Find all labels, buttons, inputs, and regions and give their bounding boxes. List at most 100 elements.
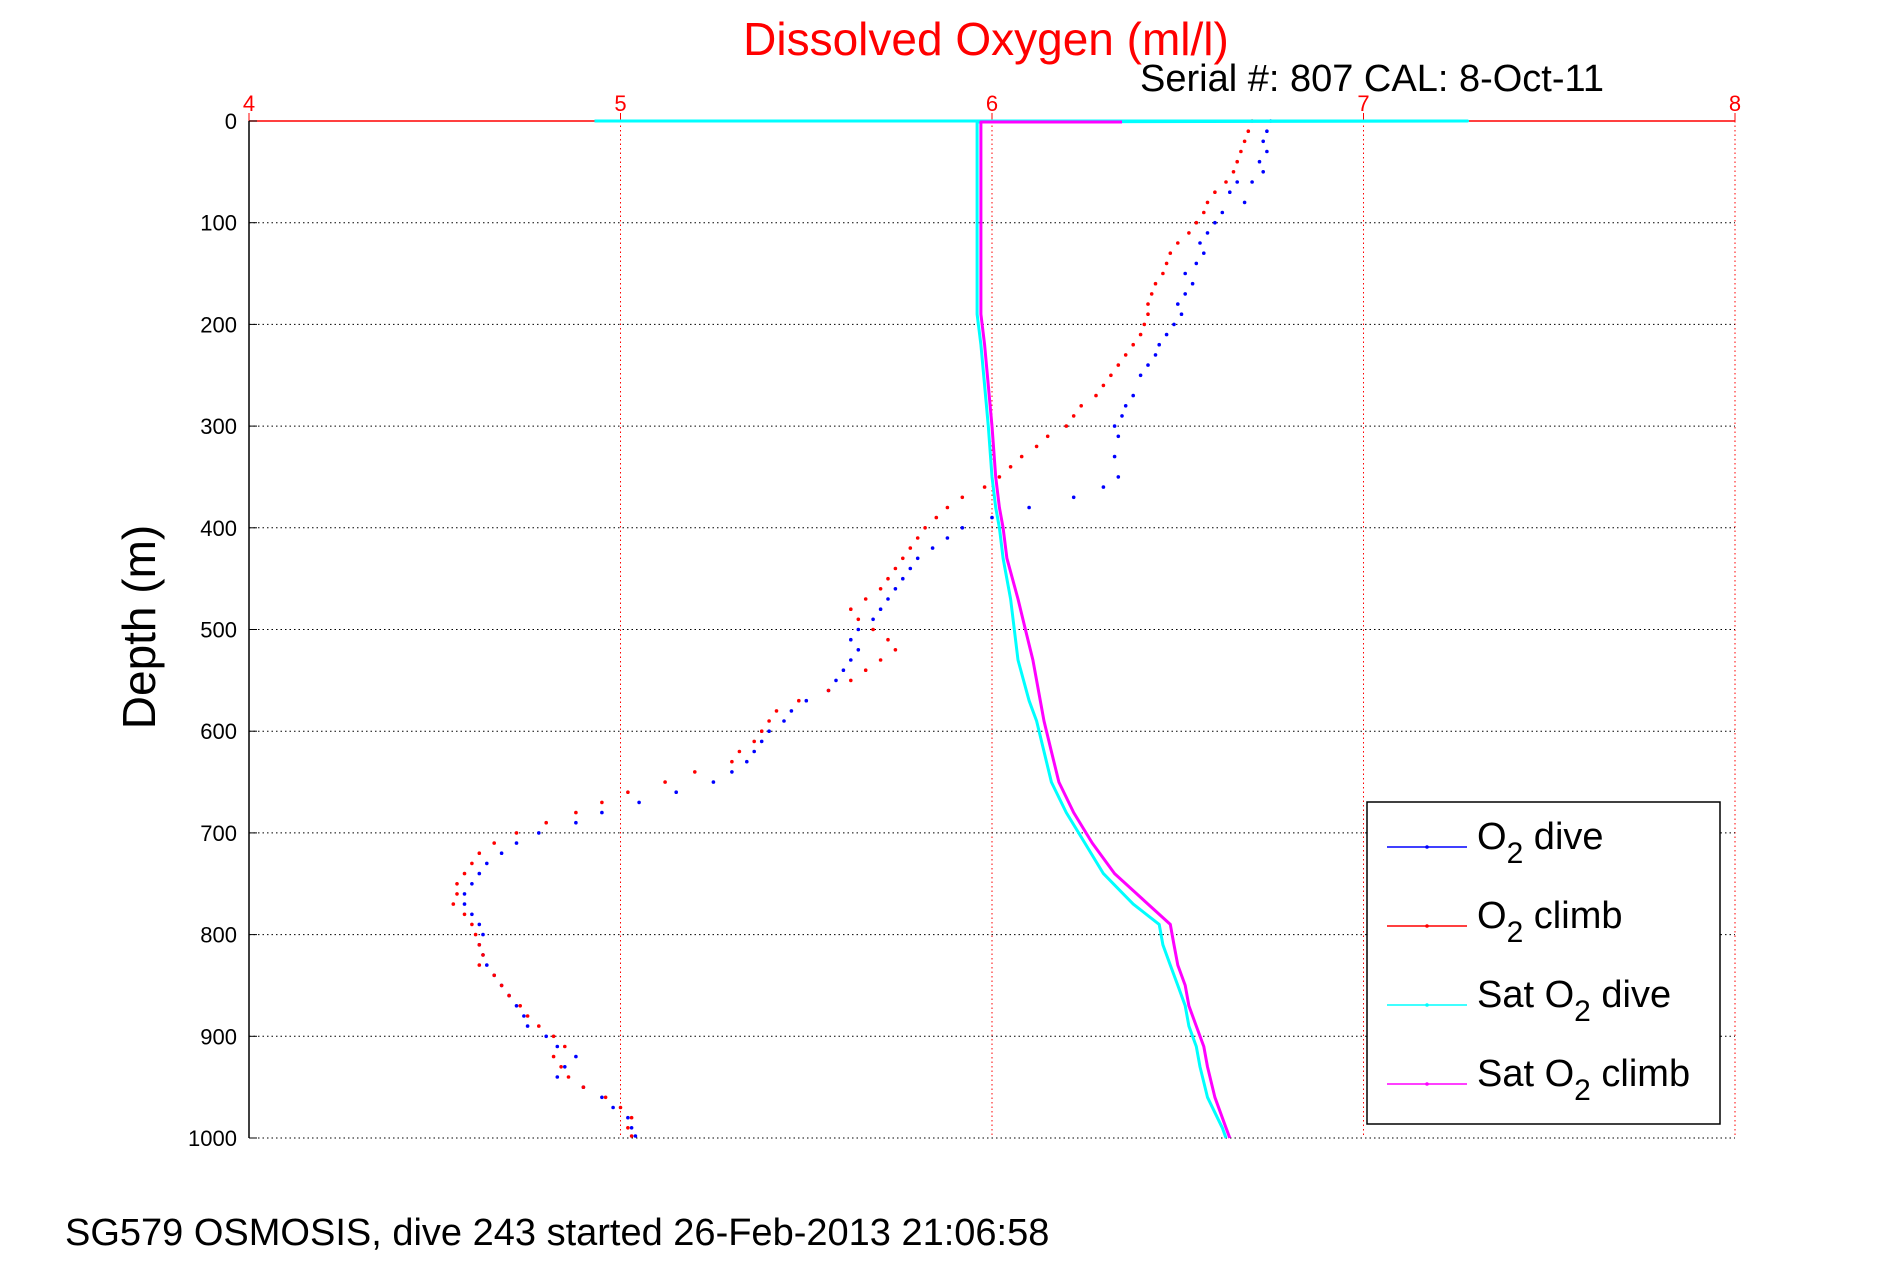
data-point	[774, 709, 779, 713]
data-point	[1008, 465, 1013, 469]
data-point	[629, 1126, 634, 1130]
data-point	[470, 922, 474, 927]
data-point	[990, 515, 994, 520]
data-point	[1120, 414, 1124, 418]
data-point	[522, 1014, 526, 1018]
series-line	[594, 119, 1469, 1139]
data-point	[492, 973, 497, 978]
data-point	[878, 587, 883, 591]
legend-label: O2 climb	[1477, 895, 1622, 949]
data-point	[629, 1134, 634, 1138]
data-point	[485, 861, 489, 866]
data-point	[1138, 373, 1143, 378]
data-point	[930, 546, 935, 550]
data-point	[1228, 190, 1232, 194]
data-point	[1176, 241, 1180, 245]
data-point	[600, 1095, 604, 1100]
data-point	[730, 759, 734, 764]
data-point	[514, 831, 519, 835]
data-point	[1161, 271, 1165, 276]
data-point	[1071, 414, 1076, 418]
data-point	[1064, 424, 1069, 428]
data-point	[1202, 210, 1206, 215]
data-point	[525, 1024, 530, 1028]
data-point	[1109, 373, 1113, 378]
data-point	[574, 810, 578, 815]
data-point	[499, 851, 504, 855]
data-point	[1071, 495, 1076, 500]
data-point	[559, 1065, 563, 1069]
data-point	[455, 882, 459, 886]
data-point	[626, 790, 630, 794]
data-point	[637, 800, 641, 805]
y-tick-label: 700	[200, 821, 237, 846]
data-point	[1101, 485, 1106, 489]
data-point	[1231, 170, 1236, 174]
data-point	[1183, 271, 1187, 276]
data-point	[1116, 363, 1121, 367]
data-point	[915, 536, 920, 540]
data-point	[626, 1126, 630, 1130]
data-point	[797, 698, 801, 703]
data-point	[462, 902, 467, 906]
data-point	[1027, 505, 1031, 510]
data-point	[752, 739, 756, 744]
data-point	[1265, 149, 1269, 154]
data-point	[518, 1004, 522, 1008]
data-point	[1205, 231, 1210, 235]
data-point	[1094, 393, 1098, 398]
legend-swatch-marker	[1425, 845, 1429, 849]
data-point	[663, 780, 667, 784]
data-point	[1250, 180, 1254, 184]
data-point	[841, 668, 846, 672]
data-point	[693, 770, 697, 774]
y-tick-label: 600	[200, 719, 237, 744]
data-point	[901, 576, 905, 581]
y-tick-label: 400	[200, 516, 237, 541]
data-point	[462, 892, 467, 896]
data-point	[477, 943, 482, 947]
data-point	[856, 617, 861, 622]
data-point	[960, 495, 965, 500]
data-point	[1131, 342, 1135, 347]
x-tick-label: 8	[1729, 91, 1741, 116]
data-point	[1146, 302, 1150, 306]
data-point	[1153, 281, 1158, 286]
data-point	[574, 820, 578, 825]
data-point	[759, 729, 764, 733]
data-point	[752, 749, 756, 754]
data-point	[555, 1044, 560, 1049]
data-point	[1265, 129, 1269, 133]
data-point	[551, 1034, 556, 1039]
data-point	[1194, 261, 1199, 266]
data-point	[563, 1065, 567, 1069]
chart-subtitle: Serial #: 807 CAL: 8-Oct-11	[1140, 58, 1604, 100]
y-axis-ticks: 0 100 200 300 400 500 600 700 800 900 1000	[188, 109, 257, 1151]
y-tick-label: 900	[200, 1024, 237, 1049]
data-point	[1187, 231, 1191, 235]
x-tick-label: 6	[986, 91, 998, 116]
data-point	[767, 719, 771, 723]
data-point	[908, 546, 913, 550]
data-point	[863, 668, 868, 672]
data-point	[960, 526, 965, 530]
data-point	[477, 851, 482, 855]
data-point	[1242, 200, 1247, 205]
data-point	[1261, 170, 1265, 174]
x-tick-label: 7	[1357, 91, 1369, 116]
data-point	[1246, 129, 1251, 133]
legend-label: Sat O2 dive	[1477, 974, 1671, 1028]
data-point	[737, 749, 742, 754]
data-point	[745, 759, 749, 764]
data-point	[1034, 444, 1039, 449]
x-tick-label: 5	[614, 91, 626, 116]
data-point	[462, 912, 467, 917]
data-point	[730, 770, 734, 774]
data-point	[514, 1004, 519, 1008]
series-o2-climb	[451, 119, 1254, 1138]
data-point	[901, 556, 905, 561]
data-point	[544, 1034, 548, 1039]
data-point	[470, 912, 474, 917]
data-point	[477, 871, 482, 876]
